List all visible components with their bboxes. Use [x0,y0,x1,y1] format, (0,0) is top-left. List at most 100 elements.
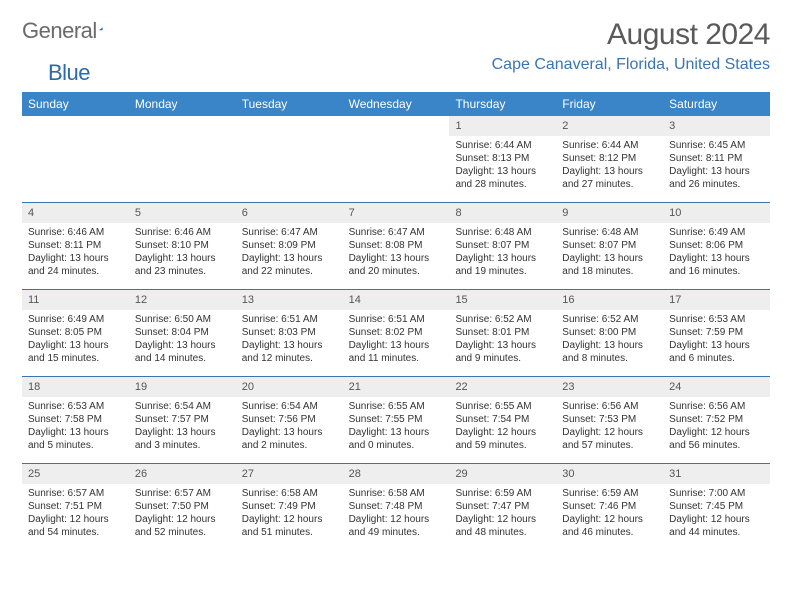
sunset-line: Sunset: 7:48 PM [349,500,444,513]
day-cell: 5Sunrise: 6:46 AMSunset: 8:10 PMDaylight… [129,203,236,289]
weekday-header: Sunday Monday Tuesday Wednesday Thursday… [22,92,770,116]
day-number: 27 [236,464,343,484]
sunset-line: Sunset: 7:53 PM [562,413,657,426]
daylight-line: Daylight: 13 hours and 15 minutes. [28,339,123,365]
daylight-line: Daylight: 12 hours and 54 minutes. [28,513,123,539]
sunset-line: Sunset: 8:12 PM [562,152,657,165]
sunrise-line: Sunrise: 6:58 AM [242,487,337,500]
sunset-line: Sunset: 7:50 PM [135,500,230,513]
day-details: Sunrise: 6:53 AMSunset: 7:58 PMDaylight:… [22,397,129,458]
location: Cape Canaveral, Florida, United States [492,56,770,74]
sunrise-line: Sunrise: 6:46 AM [135,226,230,239]
logo-text-b: Blue [48,60,90,86]
day-number: 28 [343,464,450,484]
sunset-line: Sunset: 8:00 PM [562,326,657,339]
sunrise-line: Sunrise: 6:59 AM [455,487,550,500]
day-details: Sunrise: 6:58 AMSunset: 7:48 PMDaylight:… [343,484,450,545]
day-number: 30 [556,464,663,484]
day-cell: 31Sunrise: 7:00 AMSunset: 7:45 PMDayligh… [663,464,770,550]
week-row: 1Sunrise: 6:44 AMSunset: 8:13 PMDaylight… [22,116,770,203]
day-details: Sunrise: 6:52 AMSunset: 8:00 PMDaylight:… [556,310,663,371]
day-details: Sunrise: 6:46 AMSunset: 8:11 PMDaylight:… [22,223,129,284]
day-details: Sunrise: 6:50 AMSunset: 8:04 PMDaylight:… [129,310,236,371]
sunrise-line: Sunrise: 6:52 AM [562,313,657,326]
sunset-line: Sunset: 7:45 PM [669,500,764,513]
day-details: Sunrise: 6:49 AMSunset: 8:06 PMDaylight:… [663,223,770,284]
daylight-line: Daylight: 13 hours and 28 minutes. [455,165,550,191]
day-cell: 16Sunrise: 6:52 AMSunset: 8:00 PMDayligh… [556,290,663,376]
title-block: August 2024 Cape Canaveral, Florida, Uni… [492,18,770,74]
sunset-line: Sunset: 8:13 PM [455,152,550,165]
day-details: Sunrise: 6:47 AMSunset: 8:09 PMDaylight:… [236,223,343,284]
day-cell: 22Sunrise: 6:55 AMSunset: 7:54 PMDayligh… [449,377,556,463]
daylight-line: Daylight: 13 hours and 6 minutes. [669,339,764,365]
day-cell: 27Sunrise: 6:58 AMSunset: 7:49 PMDayligh… [236,464,343,550]
day-number: 15 [449,290,556,310]
day-details: Sunrise: 6:44 AMSunset: 8:12 PMDaylight:… [556,136,663,197]
sunrise-line: Sunrise: 6:49 AM [28,313,123,326]
sunset-line: Sunset: 8:02 PM [349,326,444,339]
daylight-line: Daylight: 13 hours and 23 minutes. [135,252,230,278]
weekday-label: Saturday [663,92,770,116]
day-details: Sunrise: 7:00 AMSunset: 7:45 PMDaylight:… [663,484,770,545]
day-number: 2 [556,116,663,136]
day-details: Sunrise: 6:46 AMSunset: 8:10 PMDaylight:… [129,223,236,284]
daylight-line: Daylight: 12 hours and 59 minutes. [455,426,550,452]
day-number [129,116,236,136]
day-cell: 6Sunrise: 6:47 AMSunset: 8:09 PMDaylight… [236,203,343,289]
weeks-container: 1Sunrise: 6:44 AMSunset: 8:13 PMDaylight… [22,116,770,550]
day-details: Sunrise: 6:51 AMSunset: 8:03 PMDaylight:… [236,310,343,371]
logo-text-a: General [22,18,97,44]
sunset-line: Sunset: 8:05 PM [28,326,123,339]
day-number: 8 [449,203,556,223]
day-details: Sunrise: 6:54 AMSunset: 7:57 PMDaylight:… [129,397,236,458]
day-number: 1 [449,116,556,136]
day-number: 10 [663,203,770,223]
week-row: 18Sunrise: 6:53 AMSunset: 7:58 PMDayligh… [22,377,770,464]
day-cell: 2Sunrise: 6:44 AMSunset: 8:12 PMDaylight… [556,116,663,202]
day-number [343,116,450,136]
week-row: 11Sunrise: 6:49 AMSunset: 8:05 PMDayligh… [22,290,770,377]
sunrise-line: Sunrise: 6:53 AM [669,313,764,326]
sunrise-line: Sunrise: 6:47 AM [242,226,337,239]
day-number [236,116,343,136]
day-details: Sunrise: 6:51 AMSunset: 8:02 PMDaylight:… [343,310,450,371]
daylight-line: Daylight: 13 hours and 11 minutes. [349,339,444,365]
sunrise-line: Sunrise: 6:47 AM [349,226,444,239]
logo-sail-icon [99,20,103,38]
sunset-line: Sunset: 8:10 PM [135,239,230,252]
day-number: 31 [663,464,770,484]
weekday-label: Friday [556,92,663,116]
day-number: 26 [129,464,236,484]
day-cell: 9Sunrise: 6:48 AMSunset: 8:07 PMDaylight… [556,203,663,289]
sunrise-line: Sunrise: 6:44 AM [455,139,550,152]
day-number: 6 [236,203,343,223]
day-cell: 20Sunrise: 6:54 AMSunset: 7:56 PMDayligh… [236,377,343,463]
sunrise-line: Sunrise: 6:44 AM [562,139,657,152]
day-cell: 12Sunrise: 6:50 AMSunset: 8:04 PMDayligh… [129,290,236,376]
day-number: 19 [129,377,236,397]
day-number: 16 [556,290,663,310]
sunset-line: Sunset: 8:07 PM [562,239,657,252]
day-number: 22 [449,377,556,397]
sunrise-line: Sunrise: 6:46 AM [28,226,123,239]
sunset-line: Sunset: 7:57 PM [135,413,230,426]
daylight-line: Daylight: 12 hours and 49 minutes. [349,513,444,539]
day-cell: 17Sunrise: 6:53 AMSunset: 7:59 PMDayligh… [663,290,770,376]
sunset-line: Sunset: 8:09 PM [242,239,337,252]
weekday-label: Thursday [449,92,556,116]
day-number: 20 [236,377,343,397]
sunrise-line: Sunrise: 6:53 AM [28,400,123,413]
sunset-line: Sunset: 7:54 PM [455,413,550,426]
day-details: Sunrise: 6:48 AMSunset: 8:07 PMDaylight:… [449,223,556,284]
day-cell [22,116,129,202]
sunset-line: Sunset: 8:06 PM [669,239,764,252]
daylight-line: Daylight: 12 hours and 57 minutes. [562,426,657,452]
weekday-label: Monday [129,92,236,116]
daylight-line: Daylight: 12 hours and 44 minutes. [669,513,764,539]
day-details: Sunrise: 6:47 AMSunset: 8:08 PMDaylight:… [343,223,450,284]
day-details: Sunrise: 6:49 AMSunset: 8:05 PMDaylight:… [22,310,129,371]
daylight-line: Daylight: 13 hours and 2 minutes. [242,426,337,452]
logo: General [22,18,121,44]
day-number: 12 [129,290,236,310]
